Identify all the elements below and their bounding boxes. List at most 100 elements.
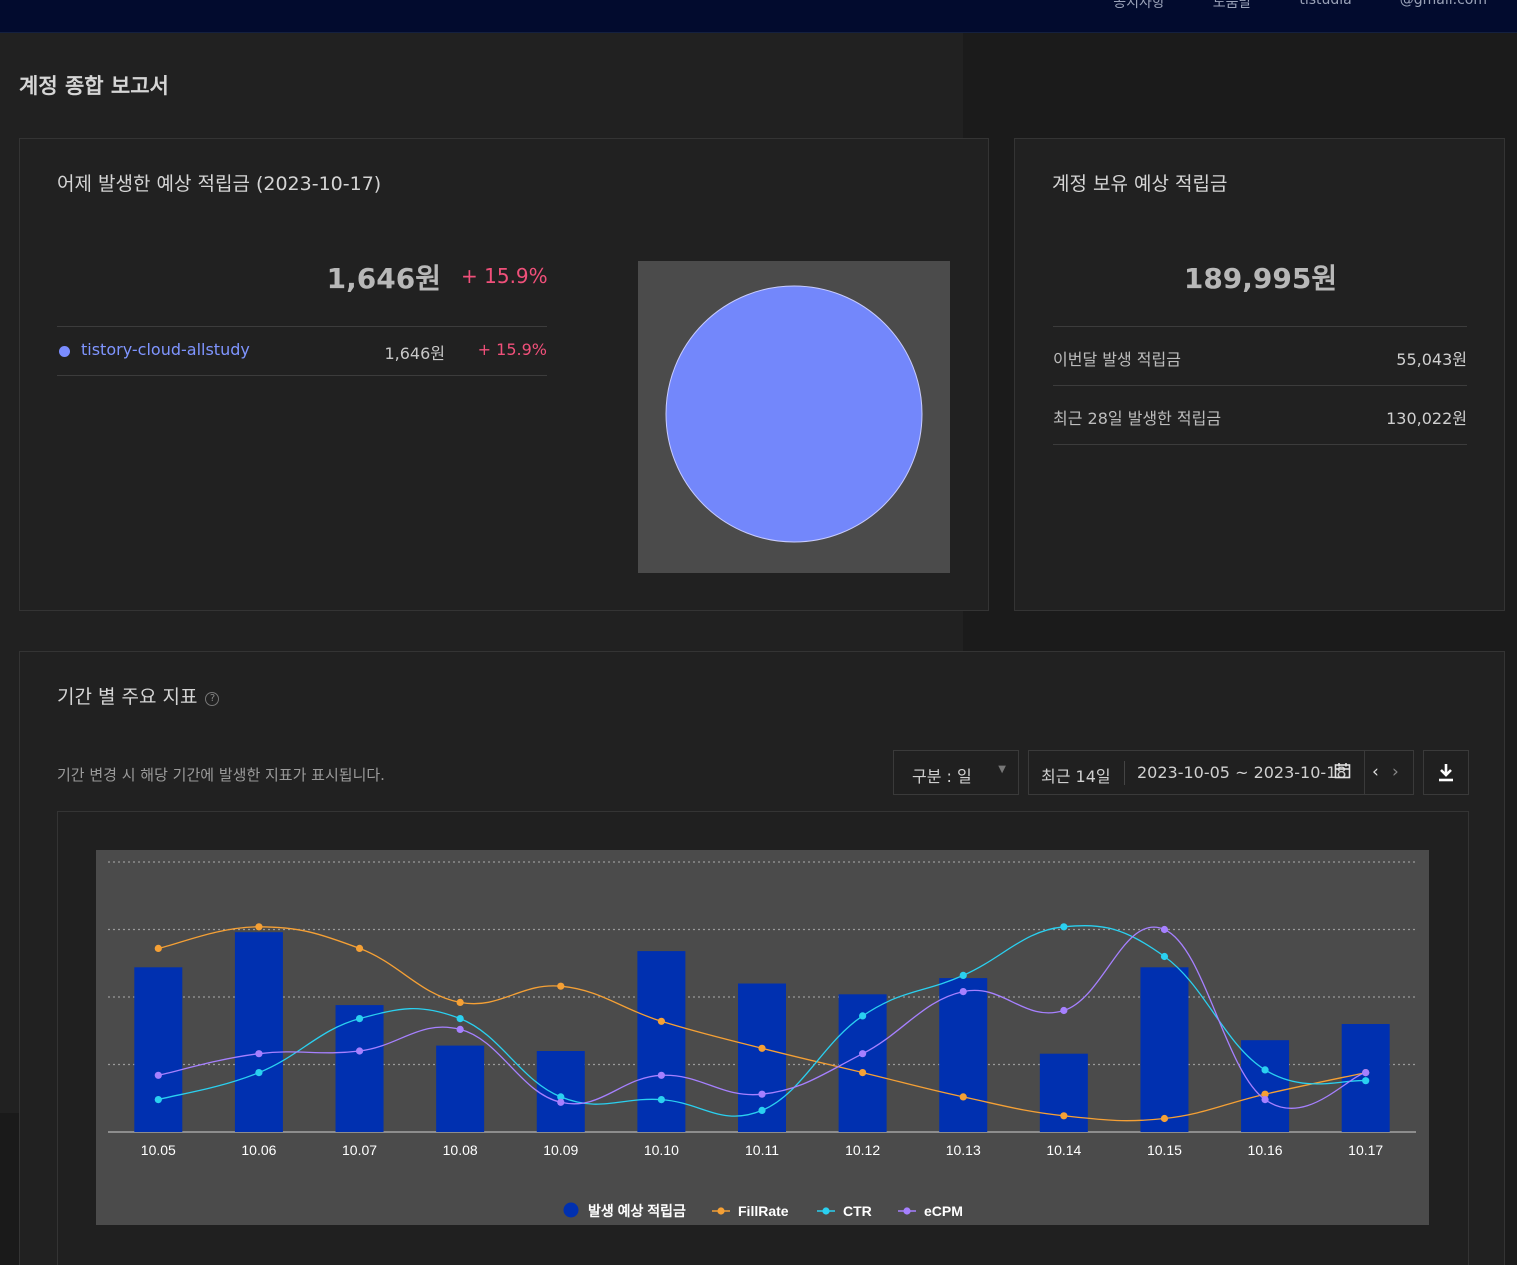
site-name-link[interactable]: tistory-cloud-allstudy — [81, 340, 250, 359]
separator — [1364, 751, 1365, 794]
legend-marker — [822, 1207, 830, 1215]
page-title: 계정 종합 보고서 — [19, 74, 169, 98]
point-fillrate-10.05 — [154, 944, 162, 952]
point-ecpm-10.15 — [1160, 925, 1169, 934]
balance-row-this-month: 이번달 발생 적립금 55,043원 — [1053, 327, 1467, 386]
x-tick-label: 10.06 — [241, 1142, 276, 1158]
yesterday-card-title: 어제 발생한 예상 적립금 (2023-10-17) — [57, 173, 382, 195]
download-button[interactable] — [1423, 750, 1469, 795]
yesterday-amount: 1,646원 — [326, 262, 441, 295]
metrics-chart-container: 10.05 10.06 10.07 10.08 10.09 10.10 10.11 10.12… — [57, 811, 1469, 1265]
calendar-icon[interactable] — [1334, 762, 1351, 779]
point-ctr-10.17 — [1362, 1077, 1370, 1085]
divider — [57, 375, 547, 376]
balance-card-title: 계정 보유 예상 적립금 — [1052, 173, 1228, 195]
topbar-link-email[interactable]: @gmail.com — [1399, 0, 1487, 8]
legend-label: CTR — [843, 1203, 872, 1219]
x-tick-label: 10.08 — [443, 1142, 478, 1158]
point-fillrate-10.12 — [859, 1069, 867, 1077]
point-ctr-10.10 — [657, 1096, 665, 1104]
date-range-text[interactable]: 2023-10-05 ~ 2023-10-18 — [1137, 763, 1347, 782]
pie-slice-tistory-cloud-allstudy[interactable] — [665, 285, 923, 543]
balance-row-label: 최근 28일 발생한 적립금 — [1053, 409, 1222, 428]
unit-select-value: 구분 : 일 — [912, 767, 972, 786]
point-ecpm-10.13 — [959, 988, 967, 996]
point-fillrate-10.16 — [1261, 1090, 1269, 1098]
help-icon[interactable]: ? — [205, 692, 220, 706]
balance-amount: 189,995원 — [1183, 262, 1338, 295]
top-navigation-bar: 공지사항 도움말 tistudia @gmail.com — [0, 0, 1517, 33]
chevron-down-icon: ▼ — [998, 764, 1006, 775]
x-tick-label: 10.15 — [1147, 1142, 1182, 1158]
point-ctr-10.13 — [959, 971, 967, 979]
bar-10.15 — [1140, 967, 1189, 1132]
point-ecpm-10.12 — [859, 1050, 867, 1058]
bar-10.05 — [134, 967, 183, 1132]
point-ecpm-10.10 — [657, 1071, 665, 1079]
x-tick-label: 10.10 — [644, 1142, 679, 1158]
metrics-title-text: 기간 별 주요 지표 — [57, 686, 198, 708]
point-fillrate-10.07 — [355, 944, 364, 952]
point-ecpm-10.14 — [1060, 1006, 1068, 1015]
bar-10.07 — [335, 1005, 384, 1132]
bar-10.10 — [637, 951, 686, 1132]
point-ecpm-10.06 — [255, 1050, 263, 1058]
date-range-picker[interactable]: 최근 14일 2023-10-05 ~ 2023-10-18 ‹ › — [1028, 750, 1414, 795]
legend-marker — [563, 1202, 579, 1218]
point-fillrate-10.11 — [758, 1044, 766, 1052]
pie-chart — [638, 261, 950, 573]
x-tick-label: 10.05 — [141, 1142, 176, 1158]
x-tick-label: 10.14 — [1046, 1142, 1081, 1158]
point-ecpm-10.08 — [456, 1025, 464, 1033]
point-ctr-10.11 — [758, 1106, 766, 1114]
legend-label: eCPM — [924, 1203, 963, 1219]
x-tick-label: 10.07 — [342, 1142, 377, 1158]
point-ecpm-10.05 — [154, 1071, 162, 1079]
balance-row-value: 130,022원 — [1386, 409, 1467, 428]
legend-label: 발생 예상 적립금 — [588, 1203, 686, 1219]
legend-label: FillRate — [738, 1203, 789, 1219]
legend-marker — [717, 1207, 725, 1215]
next-period-button[interactable]: › — [1392, 762, 1399, 782]
point-fillrate-10.10 — [657, 1017, 665, 1025]
x-tick-label: 10.09 — [543, 1142, 578, 1158]
bar-10.09 — [536, 1051, 585, 1132]
site-legend-dot — [59, 346, 70, 357]
metrics-description: 기간 변경 시 해당 기간에 발생한 지표가 표시됩니다. — [57, 766, 385, 784]
point-fillrate-10.15 — [1160, 1114, 1169, 1123]
date-preset[interactable]: 최근 14일 — [1041, 767, 1111, 786]
legend-marker — [903, 1207, 911, 1215]
topbar-link-notice[interactable]: 공지사항 — [1113, 0, 1165, 11]
divider — [57, 326, 547, 327]
divider — [1053, 385, 1467, 386]
bar-10.06 — [234, 932, 283, 1132]
point-ecpm-10.16 — [1261, 1096, 1269, 1104]
point-ctr-10.16 — [1261, 1066, 1269, 1074]
point-ecpm-10.07 — [355, 1047, 364, 1055]
x-tick-label: 10.11 — [745, 1142, 779, 1158]
previous-period-button[interactable]: ‹ — [1372, 762, 1379, 782]
site-row: tistory-cloud-allstudy 1,646원 + 15.9% — [57, 327, 547, 375]
point-fillrate-10.09 — [557, 982, 565, 990]
divider — [1053, 444, 1467, 445]
point-ecpm-10.11 — [758, 1090, 766, 1098]
topbar-link-account[interactable]: tistudia — [1299, 0, 1352, 8]
metrics-card-title: 기간 별 주요 지표? — [57, 682, 220, 709]
bar-10.08 — [436, 1045, 485, 1132]
period-metrics-card: 기간 별 주요 지표? 기간 변경 시 해당 기간에 발생한 지표가 표시됩니다… — [19, 651, 1505, 1265]
topbar-link-help[interactable]: 도움말 — [1212, 0, 1252, 11]
divider — [1053, 326, 1467, 327]
site-change: + 15.9% — [477, 340, 547, 359]
point-ctr-10.06 — [255, 1069, 263, 1077]
point-ctr-10.09 — [557, 1093, 565, 1101]
balance-row-value: 55,043원 — [1396, 350, 1467, 369]
point-ctr-10.15 — [1160, 952, 1169, 961]
content-background-lower — [0, 1113, 20, 1265]
x-tick-label: 10.16 — [1248, 1142, 1283, 1158]
account-balance-card: 계정 보유 예상 적립금 189,995원 이번달 발생 적립금 55,043원… — [1014, 138, 1505, 611]
point-ecpm-10.09 — [557, 1098, 565, 1106]
unit-select[interactable]: 구분 : 일 ▼ — [893, 750, 1019, 795]
bar-10.16 — [1241, 1040, 1290, 1132]
point-ctr-10.07 — [355, 1015, 364, 1023]
point-ctr-10.05 — [154, 1096, 162, 1104]
